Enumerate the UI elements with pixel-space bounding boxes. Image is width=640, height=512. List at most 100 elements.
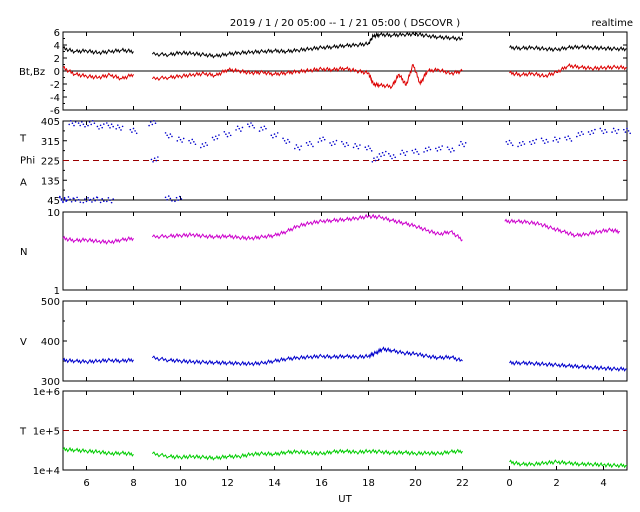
x-axis: 6 8 10 12 14 16 18 20 22 0 2 4 — [83, 478, 606, 489]
data-point — [82, 201, 85, 204]
data-point — [341, 140, 343, 143]
data-point — [282, 137, 284, 140]
data-point — [589, 133, 591, 136]
data-point — [547, 141, 549, 143]
data-point — [376, 156, 378, 158]
data-point — [392, 154, 395, 156]
data-point — [629, 132, 631, 135]
data-point — [149, 121, 152, 123]
data-point — [507, 143, 509, 145]
data-point — [411, 149, 414, 152]
data-point — [458, 144, 461, 147]
data-point — [288, 141, 291, 143]
data-point — [582, 133, 584, 135]
data-point — [623, 128, 625, 131]
panel-frame — [62, 211, 628, 291]
data-point — [460, 140, 462, 143]
data-point — [81, 121, 83, 123]
data-point — [70, 119, 72, 122]
data-point — [194, 143, 197, 146]
data-point — [92, 197, 95, 200]
data-point — [329, 142, 331, 144]
data-point — [206, 144, 208, 146]
data-point — [213, 139, 215, 141]
data-point — [366, 148, 368, 151]
data-point — [413, 152, 415, 154]
y-tick-label: -6 — [50, 106, 60, 117]
data-point — [508, 139, 511, 142]
series-line — [151, 31, 463, 59]
data-point — [378, 153, 381, 155]
x-tick-label: 18 — [362, 478, 375, 489]
x-tick-label: 20 — [409, 478, 422, 489]
data-point — [612, 127, 615, 130]
data-point — [523, 143, 526, 145]
y-tick-label: 135 — [41, 176, 60, 187]
data-point — [626, 127, 628, 130]
data-point — [287, 138, 289, 141]
data-point — [270, 134, 273, 137]
data-point — [228, 132, 230, 134]
data-point — [402, 152, 405, 154]
data-point — [77, 122, 80, 124]
data-point — [132, 127, 135, 130]
data-point — [166, 134, 168, 137]
data-point — [464, 142, 467, 144]
y-axis-label: N — [20, 247, 27, 258]
data-point — [150, 158, 153, 161]
data-point — [416, 150, 418, 153]
data-point — [295, 144, 298, 146]
x-tick-label: 0 — [506, 478, 512, 489]
data-point — [627, 130, 630, 132]
series-line — [509, 360, 627, 372]
data-point — [611, 131, 613, 133]
y-tick-label: -4 — [50, 93, 60, 104]
data-point — [283, 139, 286, 142]
data-point — [530, 143, 533, 146]
data-point — [439, 148, 442, 151]
data-point — [167, 136, 170, 139]
data-point — [87, 124, 89, 127]
data-point — [77, 198, 80, 201]
data-point — [371, 161, 374, 163]
data-point — [576, 135, 578, 138]
data-point — [617, 128, 620, 131]
data-point — [446, 146, 449, 148]
data-point — [153, 157, 156, 160]
data-point — [533, 142, 536, 144]
data-point — [535, 138, 537, 141]
data-point — [79, 201, 82, 203]
data-point — [171, 200, 173, 202]
data-point — [261, 129, 264, 131]
data-point — [308, 140, 311, 143]
y-tick-label: 400 — [41, 337, 60, 348]
data-point — [71, 122, 74, 124]
series-line — [62, 235, 134, 245]
panel-density: 10 1 N — [20, 208, 628, 297]
data-point — [94, 199, 96, 202]
data-point — [391, 157, 393, 160]
data-point — [169, 197, 172, 200]
data-point — [298, 148, 301, 151]
data-point — [438, 146, 440, 149]
data-point — [322, 136, 324, 139]
data-point — [174, 200, 176, 203]
data-point — [554, 136, 556, 139]
data-point — [564, 136, 566, 139]
data-point — [552, 140, 555, 142]
data-point — [543, 142, 546, 144]
data-point — [463, 145, 465, 148]
data-point — [107, 197, 110, 199]
data-point — [171, 135, 173, 138]
series-temperature-phi-0 — [59, 119, 631, 203]
data-point — [175, 196, 178, 199]
data-point — [241, 126, 244, 129]
x-tick-label: 12 — [221, 478, 234, 489]
x-tick-label: 22 — [456, 478, 469, 489]
data-point — [275, 135, 277, 138]
data-point — [155, 159, 158, 162]
data-point — [532, 139, 534, 142]
data-point — [367, 145, 370, 147]
data-point — [323, 138, 326, 141]
data-point — [451, 147, 454, 150]
